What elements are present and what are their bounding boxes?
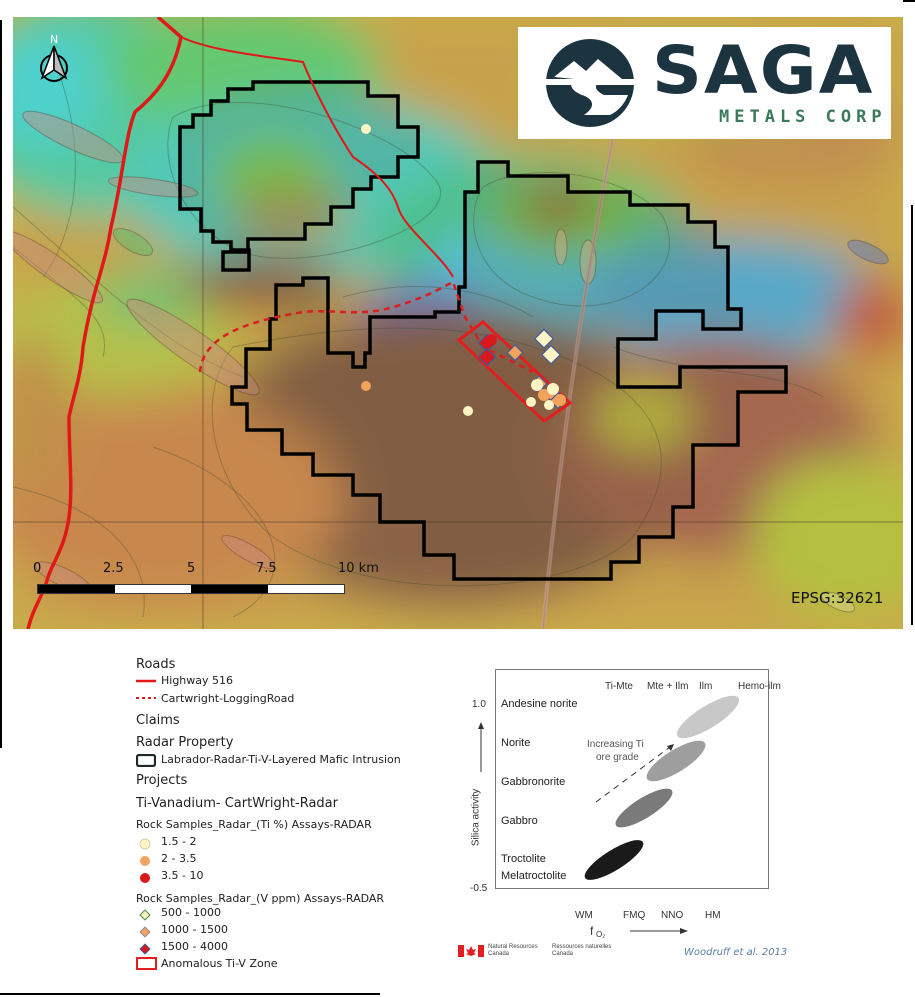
oxide-mineralization-diagram: Ti-Mte Mte + Ilm Ilm Hemo-ilm Andesine n…	[458, 662, 787, 962]
scale-tick-1: 2.5	[103, 561, 124, 576]
scale-tick-0: 0	[33, 561, 42, 576]
logging-road-line-icon	[136, 697, 156, 699]
legend-radar-heading: Radar Property	[136, 735, 234, 750]
v-class-2-label: 1000 - 1500	[161, 923, 228, 936]
ti-class-2-label: 2 - 3.5	[161, 852, 197, 865]
y-max-label: 1.0	[472, 699, 486, 710]
map-grid	[13, 17, 903, 629]
agency-en-line-2: Canada	[488, 951, 510, 957]
highway-516-branch	[180, 36, 454, 278]
ti-class-1-icon	[139, 838, 151, 850]
canada-flag-icon	[458, 945, 484, 957]
ti-class-1-label: 1.5 - 2	[161, 835, 197, 848]
v-class-2-icon	[139, 926, 151, 938]
ti-samples[interactable]	[361, 124, 566, 416]
legend-v-heading: Rock Samples_Radar_(V ppm) Assays-RADAR	[136, 892, 385, 905]
agency-en: Natural Resources Canada	[488, 944, 538, 958]
legend-project-name: Ti-Vanadium- CartWright-Radar	[136, 796, 338, 811]
v-samples[interactable]	[477, 328, 567, 410]
north-label: N	[50, 33, 59, 46]
cartwright-logging-road	[198, 280, 534, 374]
legend-claims-heading: Claims	[136, 713, 180, 728]
rock-troctolite: Troctolite	[501, 853, 546, 865]
anomalous-ti-v-zone[interactable]	[456, 320, 573, 423]
rock-gabbronorite: Gabbronorite	[501, 776, 566, 788]
x-label-wm: WM	[575, 910, 593, 921]
legend-projects-heading: Projects	[136, 773, 188, 788]
crs-label: EPSG:32621	[791, 589, 884, 607]
ti-class-2-icon	[140, 856, 150, 866]
agency-fr-line-1: Ressources naturelles	[552, 944, 612, 950]
top-label-ti-mte: Ti-Mte	[605, 681, 633, 692]
highway-516	[26, 17, 183, 629]
claims-outline[interactable]	[178, 80, 788, 581]
scale-tick-3: 7.5	[256, 561, 277, 576]
diagram-credit: Woodruff et al. 2013	[684, 947, 788, 958]
top-label-ilm: Ilm	[699, 681, 713, 692]
rock-gabbro: Gabbro	[501, 815, 538, 827]
geology-contours	[13, 56, 824, 618]
scale-bar	[37, 584, 345, 594]
legend-logging-road-label: Cartwright-LoggingRoad	[161, 692, 295, 705]
saga-logo-mark-icon	[544, 39, 636, 127]
x-label-nno: NNO	[661, 910, 684, 921]
v-class-1-icon	[139, 909, 151, 921]
rock-melatroctolite: Melatroctolite	[501, 870, 567, 882]
agency-fr: Ressources naturelles Canada	[552, 944, 611, 958]
rock-norite: Norite	[501, 737, 531, 749]
top-label-hemo-ilm: Hemo-ilm	[738, 681, 781, 692]
legend-roads-heading: Roads	[136, 657, 176, 672]
agency-en-line-1: Natural Resources	[488, 944, 538, 950]
legend-zone-label: Anomalous Ti-V Zone	[161, 957, 278, 970]
scale-tick-2: 5	[187, 561, 196, 576]
anomalous-zone-icon	[136, 957, 157, 970]
legend-highway-label: Highway 516	[161, 674, 234, 687]
y-axis-arrow-icon	[478, 722, 484, 772]
saga-metals-logo: SAGA METALS CORP	[518, 27, 891, 139]
frame-border-bottom	[0, 993, 380, 995]
x-axis-arrow-icon	[630, 928, 688, 934]
highway-line-icon	[136, 679, 156, 683]
v-class-3-icon	[139, 943, 151, 955]
logo-subtitle: METALS CORP	[719, 107, 887, 127]
x-label-fmq: FMQ	[623, 910, 646, 921]
legend-ti-heading: Rock Samples_Radar_(Ti %) Assays-RADAR	[136, 818, 372, 831]
x-label-hm: HM	[705, 910, 721, 921]
top-label-mte-ilm: Mte + Ilm	[647, 681, 689, 692]
diagram-ellipses	[584, 695, 740, 880]
x-axis-label: f	[590, 924, 594, 938]
v-class-3-label: 1500 - 4000	[161, 940, 228, 953]
legend-radar-item: Labrador-Radar-Ti-V-Layered Mafic Intrus…	[161, 753, 401, 766]
diagram-plot-area: Ti-Mte Mte + Ilm Ilm Hemo-ilm Andesine n…	[495, 669, 781, 889]
ti-class-3-label: 3.5 - 10	[161, 869, 204, 882]
annotation-line-1: Increasing Ti	[587, 739, 644, 750]
frame-border-top	[903, 0, 915, 2]
north-arrow-icon	[40, 45, 68, 82]
annotation-line-2: ore grade	[596, 752, 639, 763]
rock-andesine-norite: Andesine norite	[501, 698, 578, 710]
v-class-1-label: 500 - 1000	[161, 906, 221, 919]
scale-tick-4: 10 km	[338, 561, 379, 576]
y-min-label: -0.5	[470, 883, 488, 894]
y-axis-label: Silica activity	[470, 788, 482, 847]
logo-title: SAGA	[652, 32, 875, 109]
ti-class-3-icon	[140, 873, 150, 883]
agency-fr-line-2: Canada	[552, 951, 574, 957]
frame-border-left	[0, 20, 2, 748]
x-axis-subscript: O₂	[596, 930, 606, 939]
claims-outline-icon	[136, 754, 156, 767]
frame-border-right	[911, 205, 913, 625]
